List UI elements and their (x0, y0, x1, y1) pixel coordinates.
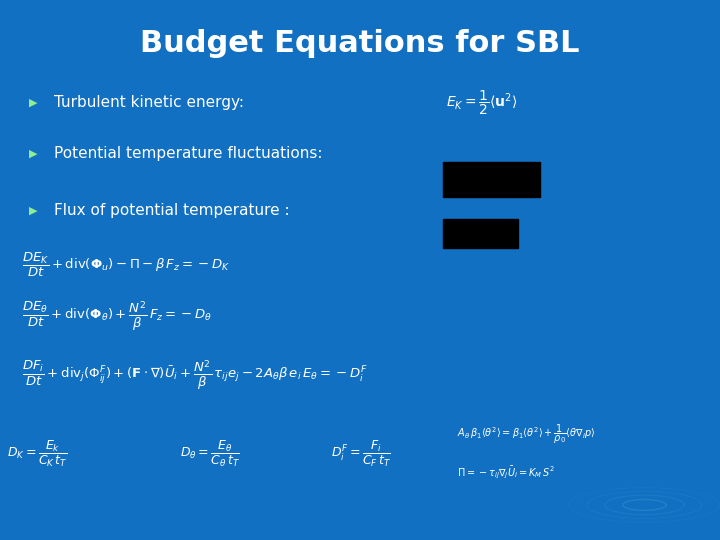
Text: $D^F_i = \dfrac{F_i}{C_F\,t_T}$: $D^F_i = \dfrac{F_i}{C_F\,t_T}$ (331, 438, 392, 469)
FancyBboxPatch shape (443, 219, 518, 248)
Text: ▶: ▶ (29, 98, 37, 107)
Text: $E_K = \dfrac{1}{2}\langle \mathbf{u}^2 \rangle$: $E_K = \dfrac{1}{2}\langle \mathbf{u}^2 … (446, 89, 518, 117)
Text: Flux of potential temperature :: Flux of potential temperature : (54, 203, 289, 218)
Text: Potential temperature fluctuations:: Potential temperature fluctuations: (54, 146, 323, 161)
Text: ▶: ▶ (29, 206, 37, 215)
Text: $A_\theta\,\beta_1\langle\theta^2\rangle = \beta_1\langle\theta^2\rangle + \dfra: $A_\theta\,\beta_1\langle\theta^2\rangle… (457, 423, 596, 446)
Text: ▶: ▶ (29, 149, 37, 159)
Text: $\dfrac{DE_K}{Dt} + \mathrm{div}(\boldsymbol{\Phi}_u) - \Pi - \beta\,F_z = -D_K$: $\dfrac{DE_K}{Dt} + \mathrm{div}(\boldsy… (22, 251, 230, 279)
FancyBboxPatch shape (443, 162, 540, 197)
Text: Turbulent kinetic energy:: Turbulent kinetic energy: (54, 95, 244, 110)
Text: $D_\theta = \dfrac{E_\theta}{C_\theta\,t_T}$: $D_\theta = \dfrac{E_\theta}{C_\theta\,t… (180, 438, 240, 469)
Text: $D_K = \dfrac{E_k}{C_K\,t_T}$: $D_K = \dfrac{E_k}{C_K\,t_T}$ (7, 438, 68, 469)
Text: $\dfrac{DF_i}{Dt} + \mathrm{div}_j(\Phi^F_{ij}) + (\mathbf{F}\cdot\nabla)\bar{U}: $\dfrac{DF_i}{Dt} + \mathrm{div}_j(\Phi^… (22, 359, 367, 392)
Text: $\dfrac{DE_\theta}{Dt} + \mathrm{div}(\boldsymbol{\Phi}_\theta) + \dfrac{N^2}{\b: $\dfrac{DE_\theta}{Dt} + \mathrm{div}(\b… (22, 299, 212, 333)
Text: $\Pi = -\tau_{ij}\nabla_j\bar{U}_i = K_M\,S^2$: $\Pi = -\tau_{ij}\nabla_j\bar{U}_i = K_M… (457, 464, 555, 481)
Text: Budget Equations for SBL: Budget Equations for SBL (140, 29, 580, 58)
